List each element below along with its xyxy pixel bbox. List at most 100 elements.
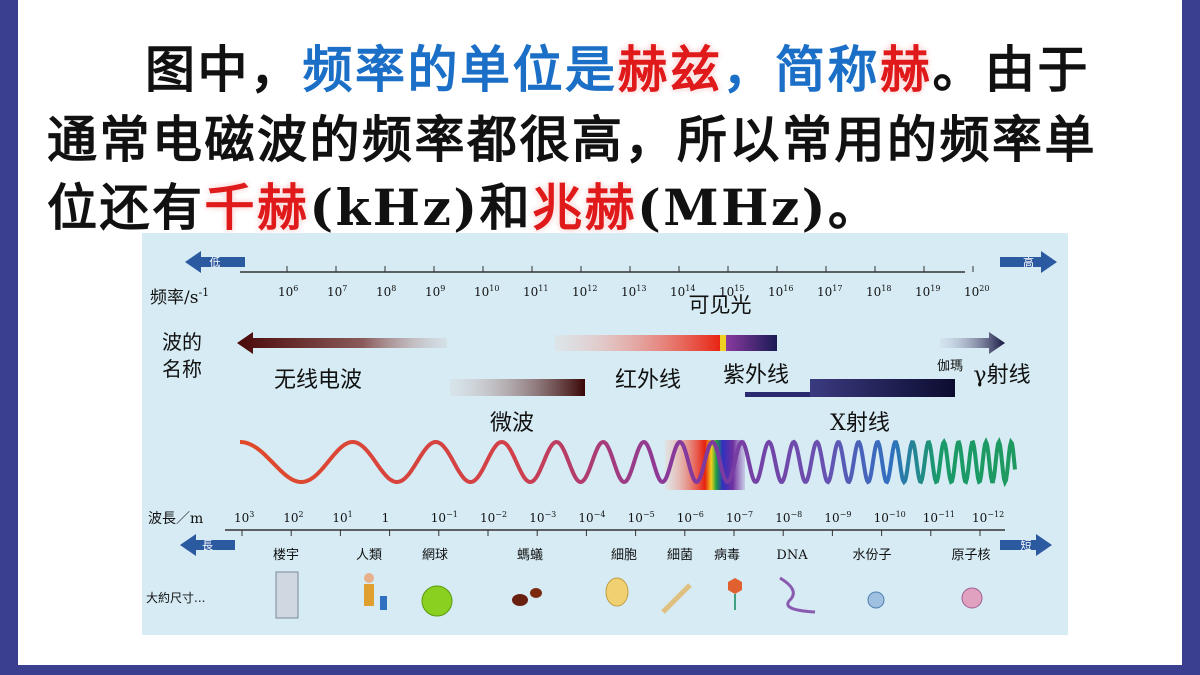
tick-exp: 20 xyxy=(979,284,989,293)
arrow xyxy=(180,534,235,556)
tick-base: 10 xyxy=(923,511,938,525)
tick-base: 10 xyxy=(775,511,790,525)
tick-exp: −8 xyxy=(790,510,802,519)
tick-label: 1 xyxy=(382,511,390,525)
text-segment: 位还有 xyxy=(47,178,205,237)
icon xyxy=(728,578,742,594)
wave-name-label: 波的 xyxy=(162,330,202,354)
arrow xyxy=(1000,251,1057,273)
tick-label: 1013 xyxy=(621,284,646,299)
tick-exp: −12 xyxy=(987,510,1004,519)
arrow xyxy=(237,332,447,354)
tick-exp: 15 xyxy=(734,284,744,293)
tick-exp: −1 xyxy=(446,510,458,519)
tick-base: 10 xyxy=(376,285,391,299)
tick-exp: 19 xyxy=(930,284,940,293)
text-segment: 频率的单位是 xyxy=(302,40,618,99)
tick-base: 10 xyxy=(719,285,734,299)
tick-base: 10 xyxy=(915,285,930,299)
tick-exp: 16 xyxy=(783,284,793,293)
tick-exp: −2 xyxy=(495,510,507,519)
axis-label-text: 频率/s xyxy=(150,288,198,308)
object-label: 螞蟻 xyxy=(517,547,543,563)
text-segment: 千赫 xyxy=(204,178,310,237)
tick-label: 10−12 xyxy=(972,510,1004,525)
text-line: 位还有千赫(kHz)和兆赫(MHz)。 xyxy=(47,168,880,240)
icon xyxy=(421,585,453,617)
icon xyxy=(380,596,387,610)
tick-exp: 13 xyxy=(636,284,646,293)
arrow-label: 長 xyxy=(202,539,213,552)
band-label: 可见光 xyxy=(689,293,752,317)
tick-base: 10 xyxy=(523,285,538,299)
tick-label: 1017 xyxy=(817,284,842,299)
object-label: 病毒 xyxy=(714,548,740,563)
tick-exp: −9 xyxy=(840,510,852,519)
tick-exp: 12 xyxy=(587,284,597,293)
tick-label: 10−11 xyxy=(923,510,955,525)
tick-label: 1014 xyxy=(670,284,695,299)
band-xray-tail xyxy=(745,392,810,397)
tick-base: 10 xyxy=(677,511,692,525)
object-label: DNA xyxy=(776,548,808,563)
axis-label: 波長／m xyxy=(148,511,203,527)
tick-base: 10 xyxy=(431,511,446,525)
tick-label: 106 xyxy=(278,284,298,299)
tick-base: 10 xyxy=(768,285,783,299)
tick-base: 10 xyxy=(480,511,495,525)
object-label: 楼宇 xyxy=(273,548,299,563)
text-segment: 通常电磁波的频率都很高，所以常用的频率单 xyxy=(47,110,1097,169)
band-label: 微波 xyxy=(490,411,534,436)
tick-exp: −3 xyxy=(544,510,556,519)
band-infrared xyxy=(555,335,722,351)
tick-base: 10 xyxy=(621,285,636,299)
text-segment: 。由于 xyxy=(932,40,1090,99)
band-microwave xyxy=(450,379,585,396)
tick-base: 10 xyxy=(474,285,489,299)
tick-exp: −4 xyxy=(594,510,606,519)
tick-label: 10−8 xyxy=(775,510,802,525)
text-segment: 兆赫 xyxy=(532,178,638,237)
tick-base: 10 xyxy=(866,285,881,299)
tick-label: 1020 xyxy=(964,284,989,299)
band-label: 无线电波 xyxy=(274,368,362,393)
paragraph: 图中，频率的单位是赫兹，简称赫。由于 通常电磁波的频率都很高，所以常用的频率单 位还… xyxy=(0,0,1200,237)
tick-exp: −6 xyxy=(692,510,704,519)
tick-exp: −11 xyxy=(938,510,955,519)
object-label: 細胞 xyxy=(611,548,637,563)
tick-exp: 17 xyxy=(832,284,842,293)
tick-label: 10−7 xyxy=(726,510,753,525)
tick-label: 1011 xyxy=(523,284,548,299)
tick-base: 10 xyxy=(628,511,643,525)
tick-exp: −5 xyxy=(643,510,655,519)
arrow xyxy=(1000,534,1052,556)
tick-exp: 9 xyxy=(440,284,445,293)
tick-exp: 11 xyxy=(538,284,548,293)
tick-base: 10 xyxy=(425,285,440,299)
diagram-bg xyxy=(142,233,1068,635)
icon xyxy=(961,587,983,609)
tick-exp: 8 xyxy=(391,284,396,293)
tick-base: 10 xyxy=(670,285,685,299)
icon xyxy=(661,583,692,614)
tick-label: 10−9 xyxy=(824,510,851,525)
axis-label-exp: -1 xyxy=(198,286,209,299)
tick-base: 10 xyxy=(964,285,979,299)
object-label: 人類 xyxy=(356,548,382,563)
tick-base: 10 xyxy=(726,511,741,525)
tick-exp: −7 xyxy=(741,510,753,519)
tick-base: 10 xyxy=(278,285,293,299)
tick-exp: 7 xyxy=(342,284,347,293)
band-ultraviolet xyxy=(726,335,777,351)
icon xyxy=(530,588,542,598)
tick-label: 107 xyxy=(327,284,347,299)
text-segment: 赫兹 xyxy=(617,40,723,99)
tick-base: 1 xyxy=(382,511,390,525)
arrow xyxy=(940,332,1005,354)
band-xray xyxy=(810,379,955,397)
tick-base: 10 xyxy=(817,285,832,299)
tick-label: 10−10 xyxy=(874,510,906,525)
text-segment: ，简称 xyxy=(722,40,880,99)
tick-label: 1012 xyxy=(572,284,597,299)
